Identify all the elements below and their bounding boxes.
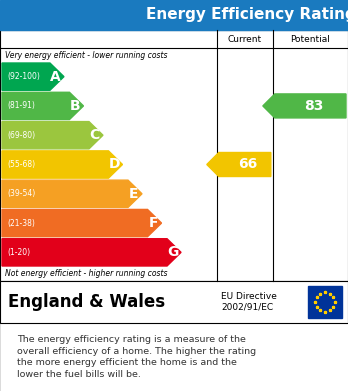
- Text: E: E: [129, 187, 139, 201]
- Bar: [308, 286, 342, 318]
- Text: EU Directive
2002/91/EC: EU Directive 2002/91/EC: [221, 292, 277, 312]
- Text: C: C: [89, 128, 100, 142]
- Text: F: F: [148, 216, 158, 230]
- Text: Current: Current: [228, 34, 262, 43]
- Text: (81-91): (81-91): [7, 101, 35, 110]
- Bar: [0, 0, 348, 30]
- Text: (21-38): (21-38): [7, 219, 35, 228]
- Polygon shape: [2, 63, 64, 90]
- Text: Potential: Potential: [291, 34, 330, 43]
- Text: A: A: [50, 70, 61, 84]
- Text: G: G: [167, 246, 178, 259]
- Text: (92-100): (92-100): [7, 72, 40, 81]
- Text: (55-68): (55-68): [7, 160, 35, 169]
- Text: B: B: [70, 99, 80, 113]
- Polygon shape: [263, 94, 346, 118]
- Polygon shape: [207, 152, 271, 176]
- Text: England & Wales: England & Wales: [8, 293, 165, 311]
- Text: 83: 83: [304, 99, 323, 113]
- Text: The energy efficiency rating is a measure of the
overall efficiency of a home. T: The energy efficiency rating is a measur…: [17, 335, 256, 379]
- Text: Very energy efficient - lower running costs: Very energy efficient - lower running co…: [5, 50, 167, 59]
- Bar: [0, 323, 348, 391]
- Text: Energy Efficiency Rating: Energy Efficiency Rating: [146, 7, 348, 23]
- Text: Not energy efficient - higher running costs: Not energy efficient - higher running co…: [5, 269, 167, 278]
- Text: 66: 66: [238, 158, 258, 172]
- Polygon shape: [2, 151, 122, 178]
- Polygon shape: [2, 92, 84, 120]
- Bar: [0, 281, 348, 323]
- Text: (69-80): (69-80): [7, 131, 35, 140]
- Text: (1-20): (1-20): [7, 248, 30, 257]
- Polygon shape: [2, 210, 161, 237]
- Text: (39-54): (39-54): [7, 189, 35, 198]
- Polygon shape: [2, 239, 181, 266]
- Bar: [0, 30, 348, 281]
- Text: D: D: [108, 158, 120, 172]
- Polygon shape: [2, 122, 103, 149]
- Polygon shape: [2, 180, 142, 208]
